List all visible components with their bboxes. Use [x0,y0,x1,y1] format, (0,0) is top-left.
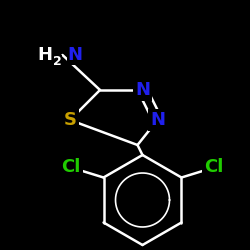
Text: S: S [64,111,76,129]
Text: N: N [68,46,82,64]
Text: N: N [135,81,150,99]
Text: Cl: Cl [61,158,81,176]
Text: 2: 2 [53,55,62,68]
Text: H: H [38,46,52,64]
Text: Cl: Cl [204,158,224,176]
Text: N: N [150,111,165,129]
